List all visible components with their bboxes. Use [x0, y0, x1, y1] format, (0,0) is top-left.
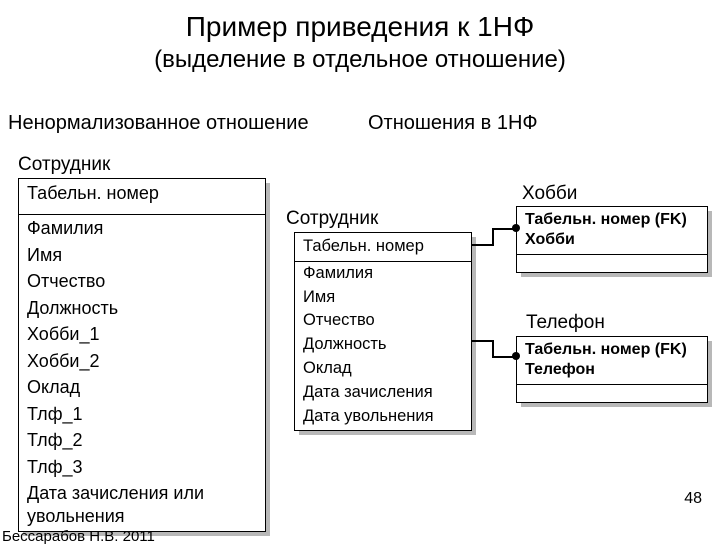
attr: Хобби_1	[19, 321, 265, 348]
connector-dot	[512, 224, 520, 232]
attr: Дата зачисления	[295, 381, 471, 405]
pk-hobby: Табельн. номер (FK)	[517, 207, 707, 229]
page-number: 48	[684, 490, 702, 508]
attr: Фамилия	[19, 215, 265, 242]
entity-label-hobby: Хобби	[522, 183, 577, 205]
entity-label-employee: Сотрудник	[286, 208, 378, 230]
attr: Оклад	[19, 374, 265, 401]
attr: Отчество	[295, 309, 471, 333]
attr: Тлф_2	[19, 427, 265, 454]
empty-section	[517, 384, 707, 402]
footer-author: Бессарабов Н.В. 2011	[2, 528, 155, 545]
connector-line	[472, 244, 492, 246]
attr: Должность	[19, 295, 265, 322]
attr: Тлф_1	[19, 401, 265, 428]
attr: Тлф_3	[19, 454, 265, 481]
attr: Телефон	[517, 359, 707, 383]
pk-phone: Табельн. номер (FK)	[517, 337, 707, 359]
entity-box-phone: Табельн. номер (FK) Телефон	[516, 336, 708, 403]
attr: Хобби	[517, 229, 707, 253]
attr: Должность	[295, 333, 471, 357]
entity-box-employee: Табельн. номер Фамилия Имя Отчество Долж…	[294, 232, 472, 431]
entity-box-unnormalized: Табельн. номер Фамилия Имя Отчество Долж…	[18, 178, 266, 532]
entity-label-phone: Телефон	[526, 312, 605, 334]
left-heading: Ненормализованное отношение	[8, 112, 309, 135]
pk-unnormalized: Табельн. номер	[19, 179, 265, 215]
empty-section	[517, 254, 707, 272]
attr: Хобби_2	[19, 348, 265, 375]
connector-line	[472, 340, 492, 342]
attr: Отчество	[19, 268, 265, 295]
connector-dot	[512, 352, 520, 360]
attr: Оклад	[295, 357, 471, 381]
attr: Имя	[19, 242, 265, 269]
slide-title: Пример приведения к 1НФ	[0, 10, 720, 44]
right-heading: Отношения в 1НФ	[368, 112, 538, 135]
pk-employee: Табельн. номер	[295, 233, 471, 262]
attr: Дата зачисления или увольнения	[19, 480, 265, 531]
slide-subtitle: (выделение в отдельное отношение)	[0, 46, 720, 74]
attr: Имя	[295, 286, 471, 310]
attr: Фамилия	[295, 262, 471, 286]
connector-line	[492, 228, 494, 246]
attr: Дата увольнения	[295, 405, 471, 431]
entity-label-unnormalized: Сотрудник	[18, 154, 110, 176]
entity-box-hobby: Табельн. номер (FK) Хобби	[516, 206, 708, 273]
